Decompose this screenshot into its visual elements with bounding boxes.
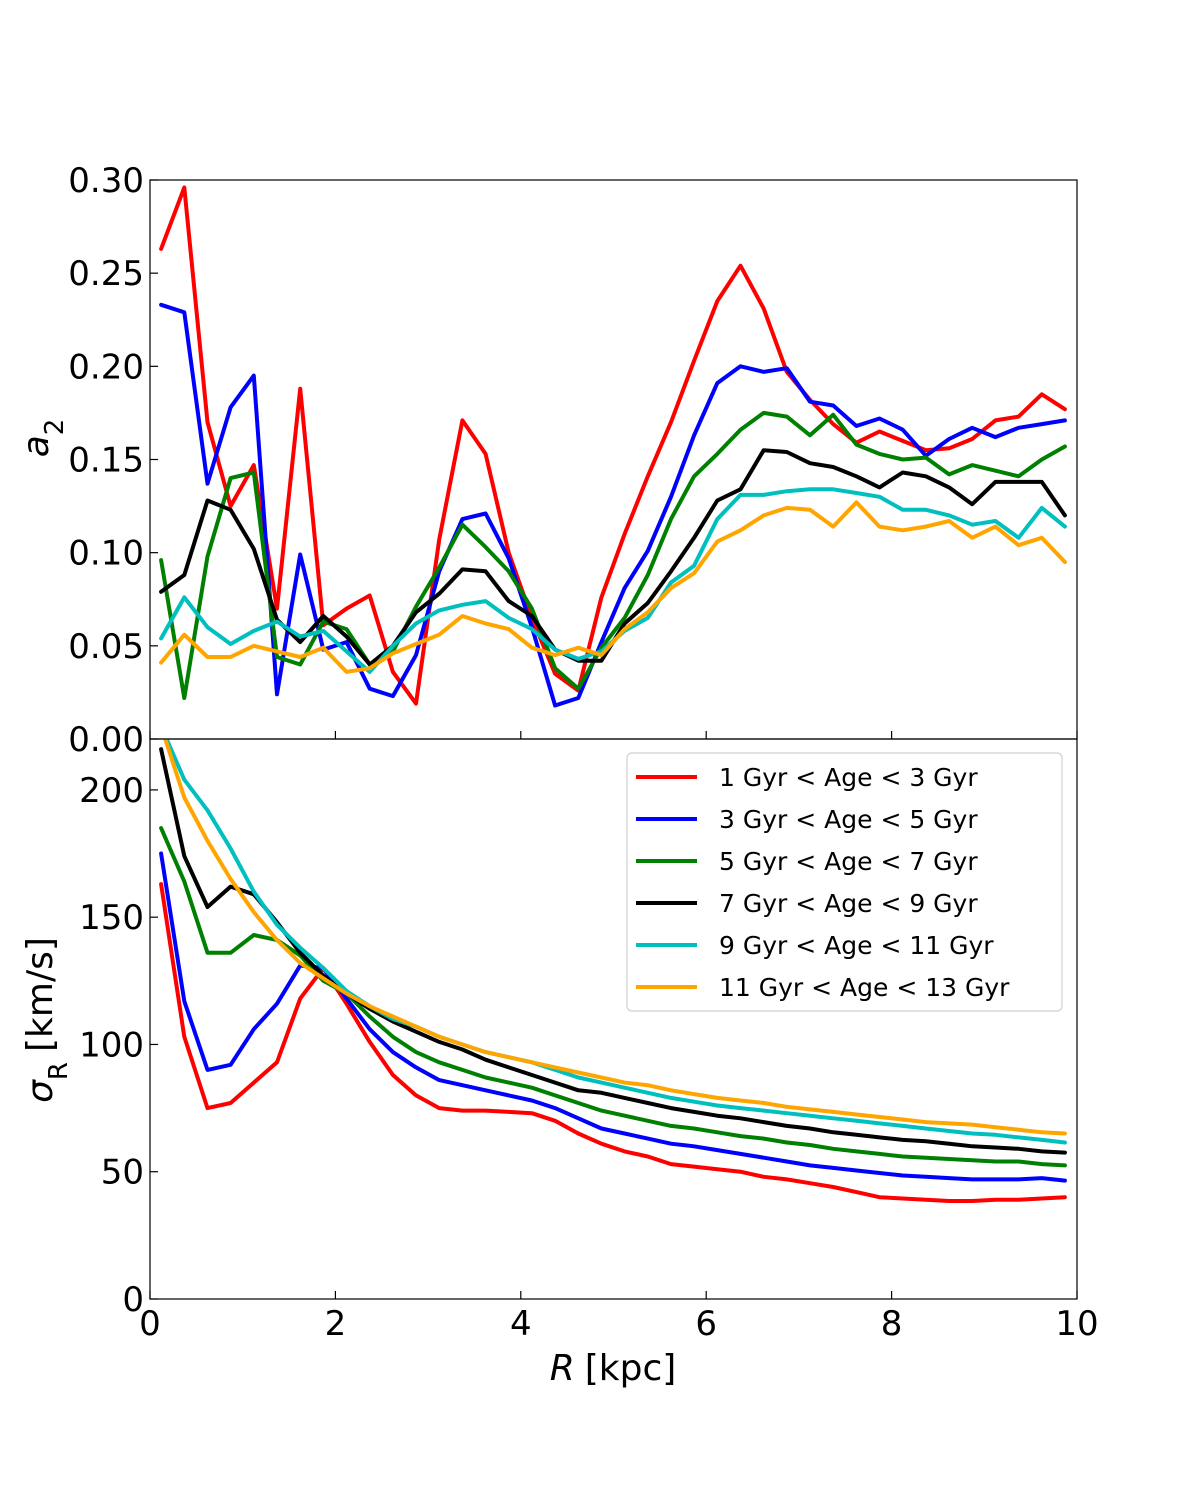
bottom-series-line-6 (163, 739, 1067, 1136)
bottom-series-line-3 (159, 826, 1067, 1168)
bottom-y-axis-unit: [km/s] (20, 937, 61, 1052)
bottom-plot-frame (149, 738, 1078, 1300)
bottom-series-line-5 (164, 739, 1067, 1145)
bottom-series-line-1 (159, 882, 1067, 1203)
bottom-y-tick-label: 100 (79, 1025, 144, 1065)
top-ticks: 0.00 0.05 0.10 0.15 0.20 0.25 0.30 (68, 161, 1078, 760)
top-y-tick-label: 0.30 (68, 161, 144, 201)
bottom-x-tick-label: 4 (510, 1304, 532, 1344)
bottom-y-tick-label: 50 (101, 1153, 144, 1193)
bottom-x-tick-label: 10 (1055, 1304, 1098, 1344)
legend-entry-label-6: 11 Gyr < Age < 13 Gyr (719, 973, 1010, 1002)
top-series-line-1 (159, 185, 1067, 706)
bottom-x-tick-label: 8 (881, 1304, 903, 1344)
legend-frame (626, 752, 1063, 1012)
bottom-y-axis-symbol: σ (20, 1079, 61, 1103)
top-y-axis-label: a2 (16, 419, 70, 458)
bottom-ticks: 0 50 100 150 200 0 2 4 6 8 10 (79, 771, 1099, 1344)
top-panel-a2-vs-radius: 0.00 0.05 0.10 0.15 0.20 0.25 0.30 a2 (16, 161, 1078, 760)
top-y-tick-label: 0.15 (68, 441, 144, 481)
legend: 1 Gyr < Age < 3 Gyr 3 Gyr < Age < 5 Gyr 5 … (626, 752, 1063, 1012)
top-series-line-3 (159, 410, 1067, 700)
bottom-x-tick-label: 0 (139, 1304, 161, 1344)
bottom-y-tick-label: 150 (79, 898, 144, 938)
bottom-series-line-4 (159, 747, 1067, 1155)
bottom-series-lines (159, 739, 1067, 1203)
legend-entry-label-2: 3 Gyr < Age < 5 Gyr (719, 805, 978, 834)
x-axis-label: R [kpc] (550, 1348, 677, 1389)
top-y-axis-subscript: 2 (40, 419, 70, 436)
x-axis-symbol: R (550, 1348, 575, 1389)
legend-entry-label-5: 9 Gyr < Age < 11 Gyr (719, 931, 994, 960)
top-y-tick-label: 0.00 (68, 720, 144, 760)
bottom-y-tick-label: 0 (122, 1280, 144, 1320)
bottom-y-tick-label: 200 (79, 771, 144, 811)
top-y-tick-label: 0.10 (68, 534, 144, 574)
top-y-tick-label: 0.25 (68, 254, 144, 294)
bottom-x-tick-label: 2 (325, 1304, 347, 1344)
top-y-tick-label: 0.20 (68, 347, 144, 387)
top-series-line-2 (159, 302, 1067, 708)
top-series-line-6 (159, 500, 1067, 674)
top-y-tick-label: 0.05 (68, 627, 144, 667)
legend-entry-label-1: 1 Gyr < Age < 3 Gyr (719, 763, 978, 792)
legend-entry-label-4: 7 Gyr < Age < 9 Gyr (719, 889, 978, 918)
x-axis-unit: [kpc] (585, 1348, 677, 1389)
bottom-y-axis-label: σR [km/s] (20, 937, 74, 1103)
bottom-y-axis-subscript: R (44, 1062, 74, 1080)
top-y-axis-symbol: a (16, 435, 57, 457)
top-series-lines (159, 185, 1067, 708)
bottom-x-tick-label: 6 (695, 1304, 717, 1344)
legend-entry-label-3: 5 Gyr < Age < 7 Gyr (719, 847, 978, 876)
